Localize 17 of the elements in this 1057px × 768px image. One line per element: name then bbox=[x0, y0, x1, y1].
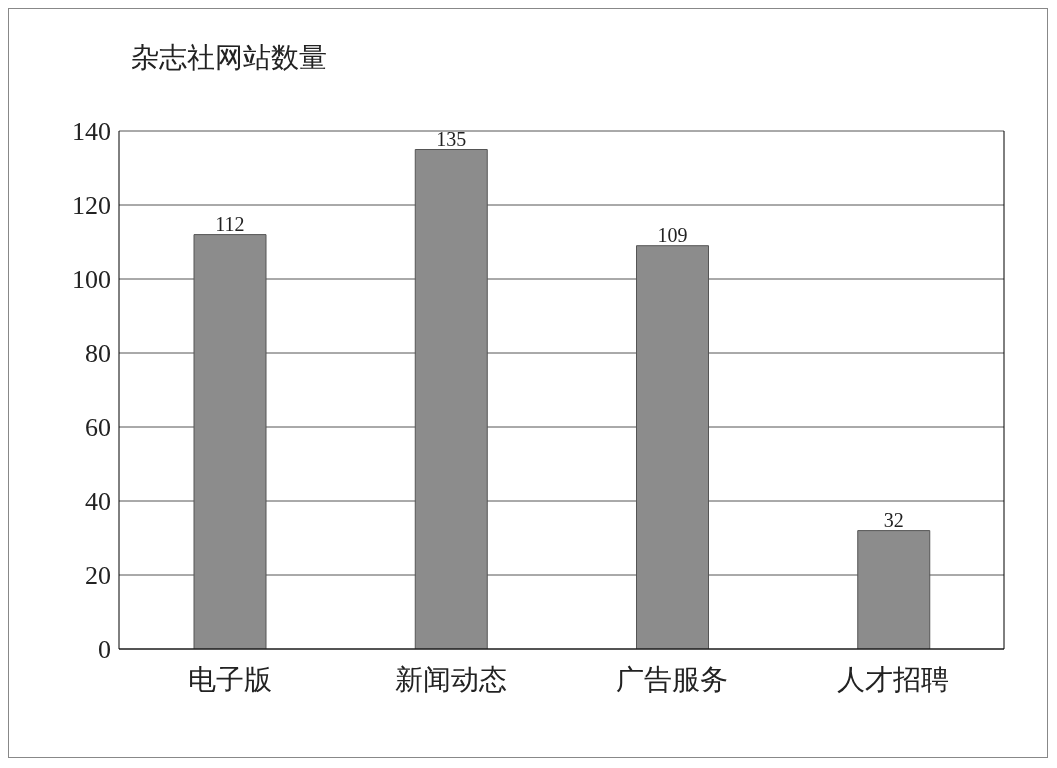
y-tick-label: 20 bbox=[85, 561, 111, 591]
y-tick-label: 100 bbox=[72, 265, 111, 295]
y-tick-label: 0 bbox=[98, 635, 111, 665]
data-label: 112 bbox=[215, 212, 245, 235]
x-tick-label: 电子版 bbox=[187, 662, 272, 696]
y-tick-label: 80 bbox=[85, 339, 111, 369]
data-label: 135 bbox=[436, 127, 467, 150]
x-tick-label: 新闻动态 bbox=[394, 662, 507, 696]
x-tick-label: 广告服务 bbox=[616, 662, 729, 696]
x-tick-label: 人才招聘 bbox=[837, 662, 950, 696]
y-tick-label: 60 bbox=[85, 413, 111, 443]
y-tick-label: 140 bbox=[72, 117, 111, 147]
y-tick-label: 40 bbox=[85, 487, 111, 517]
chart-title: 杂志社网站数量 bbox=[131, 40, 327, 76]
y-tick-label: 120 bbox=[72, 191, 111, 221]
data-label: 32 bbox=[883, 508, 904, 531]
data-label: 109 bbox=[657, 223, 688, 246]
